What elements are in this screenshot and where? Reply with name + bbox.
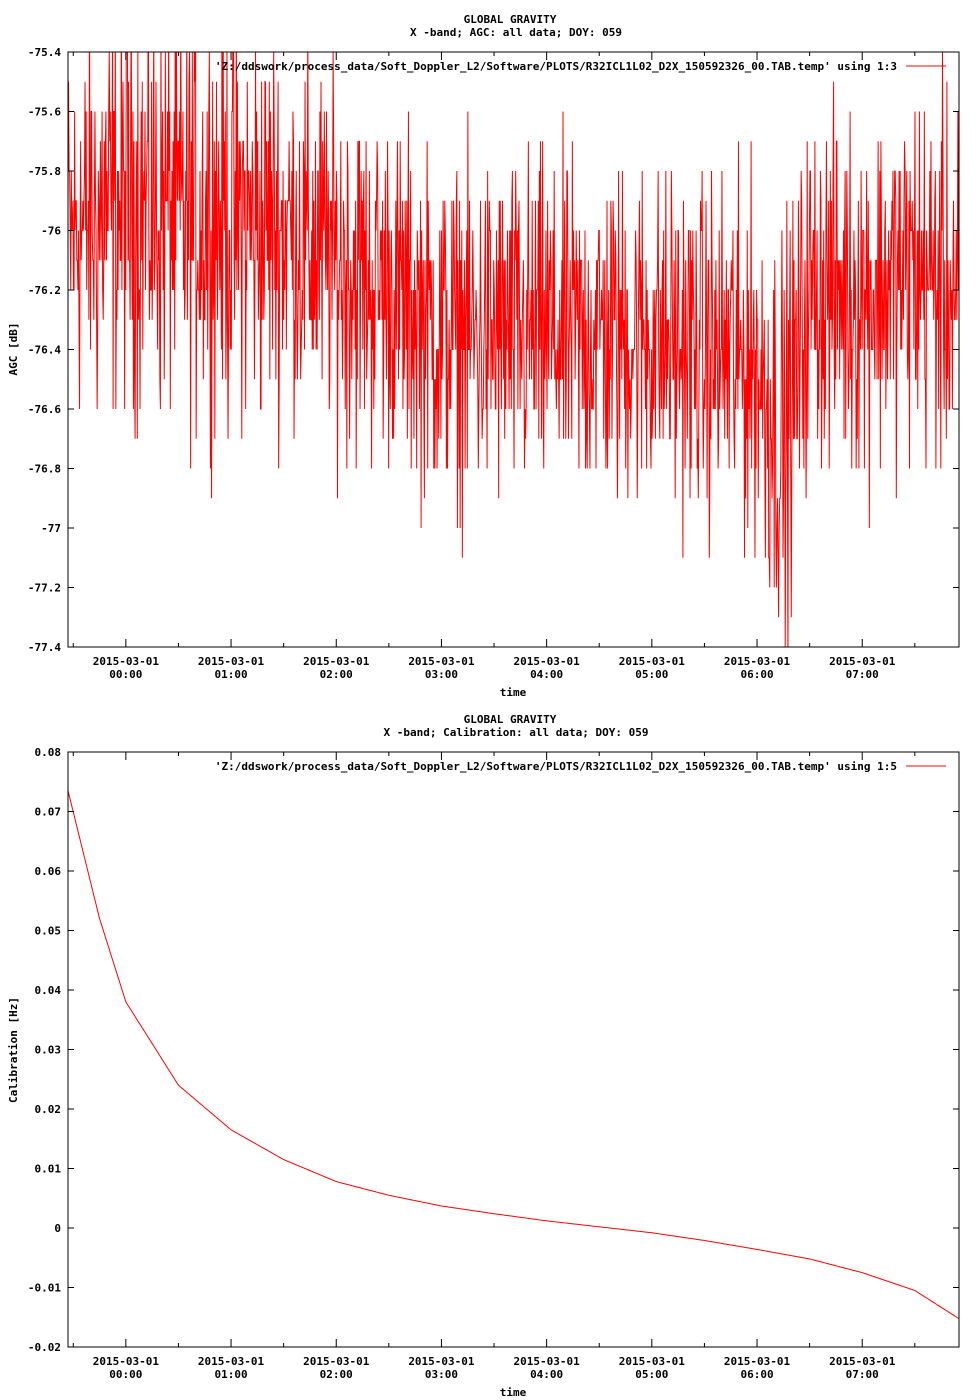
calibration-ytick-label: 0.05 <box>35 925 62 938</box>
agc-ytick-label: -76 <box>41 225 61 238</box>
agc-xtick-time: 03:00 <box>425 668 458 681</box>
agc-ytick-label: -76.4 <box>28 344 61 357</box>
calibration-ytick-label: 0.08 <box>35 746 62 759</box>
calibration-xtick-time: 01:00 <box>214 1368 247 1381</box>
calibration-x-axis: 2015-03-0100:002015-03-0101:002015-03-01… <box>72 752 916 1381</box>
calibration-xtick-time: 00:00 <box>109 1368 142 1381</box>
calibration-xtick-time: 06:00 <box>740 1368 773 1381</box>
calibration-xtick-date: 2015-03-01 <box>619 1355 686 1368</box>
agc-ytick-label: -76.8 <box>28 463 61 476</box>
calibration-xtick-date: 2015-03-01 <box>829 1355 896 1368</box>
calibration-xtick-date: 2015-03-01 <box>198 1355 265 1368</box>
calibration-chart-subtitle: X -band; Calibration: all data; DOY: 059 <box>384 726 649 739</box>
agc-chart-subtitle: X -band; AGC: all data; DOY: 059 <box>410 26 622 39</box>
calibration-series-path <box>68 790 959 1319</box>
agc-y-axis-label: AGC [dB] <box>7 323 20 376</box>
agc-ytick-label: -76.6 <box>28 403 61 416</box>
calibration-chart: GLOBAL GRAVITY X -band; Calibration: all… <box>7 713 960 1399</box>
agc-chart: GLOBAL GRAVITY X -band; AGC: all data; D… <box>7 13 960 699</box>
agc-y-axis: -75.4 -75.6 -75.8 -76 -76.2 -76.4 -76.6 -76.8 -7… <box>28 46 959 654</box>
agc-xtick-date: 2015-03-01 <box>408 655 475 668</box>
agc-ytick-label: -75.4 <box>28 46 61 59</box>
calibration-xtick-date: 2015-03-01 <box>93 1355 160 1368</box>
agc-xtick-time: 02:00 <box>320 668 353 681</box>
agc-xtick-date: 2015-03-01 <box>829 655 896 668</box>
agc-xtick-time: 00:00 <box>109 668 142 681</box>
calibration-x-axis-label: time <box>500 1386 527 1399</box>
calibration-xtick-date: 2015-03-01 <box>303 1355 370 1368</box>
agc-xtick-time: 01:00 <box>214 668 247 681</box>
calibration-legend-label: 'Z:/ddswork/process_data/Soft_Doppler_L2… <box>215 760 897 773</box>
agc-legend-label: 'Z:/ddswork/process_data/Soft_Doppler_L2… <box>215 60 897 73</box>
agc-xtick-date: 2015-03-01 <box>514 655 581 668</box>
agc-xtick-date: 2015-03-01 <box>303 655 370 668</box>
calibration-xtick-date: 2015-03-01 <box>514 1355 581 1368</box>
calibration-ytick-label: 0.06 <box>35 865 62 878</box>
agc-series-line <box>68 52 959 647</box>
calibration-ytick-label: -0.02 <box>28 1341 61 1354</box>
agc-xtick-date: 2015-03-01 <box>619 655 686 668</box>
calibration-xtick-date: 2015-03-01 <box>724 1355 791 1368</box>
calibration-y-axis: 0.08 0.07 0.06 0.05 0.04 0.03 0.02 0.01 0 -0.01 -0… <box>28 746 959 1354</box>
calibration-legend: 'Z:/ddswork/process_data/Soft_Doppler_L2… <box>215 760 946 773</box>
calibration-y-axis-label: Calibration [Hz] <box>7 997 20 1103</box>
agc-ytick-label: -77.4 <box>28 641 61 654</box>
calibration-ytick-label: 0.04 <box>35 984 62 997</box>
calibration-ytick-label: 0.02 <box>35 1103 62 1116</box>
calibration-series-line <box>68 790 959 1319</box>
agc-xtick-time: 07:00 <box>846 668 879 681</box>
agc-xtick-date: 2015-03-01 <box>198 655 265 668</box>
agc-legend: 'Z:/ddswork/process_data/Soft_Doppler_L2… <box>215 60 946 73</box>
agc-series-path <box>68 52 959 647</box>
calibration-chart-title: GLOBAL GRAVITY <box>464 713 557 726</box>
calibration-ytick-label: -0.01 <box>28 1282 61 1295</box>
calibration-ytick-label: 0.03 <box>35 1044 62 1057</box>
agc-chart-title: GLOBAL GRAVITY <box>464 13 557 26</box>
agc-xtick-time: 06:00 <box>740 668 773 681</box>
calibration-xtick-time: 07:00 <box>846 1368 879 1381</box>
agc-ytick-label: -76.2 <box>28 284 61 297</box>
agc-xtick-time: 04:00 <box>530 668 563 681</box>
calibration-xtick-time: 04:00 <box>530 1368 563 1381</box>
agc-ytick-label: -77 <box>41 522 61 535</box>
agc-ytick-label: -77.2 <box>28 582 61 595</box>
calibration-ytick-label: 0.01 <box>35 1163 62 1176</box>
calibration-xtick-time: 05:00 <box>635 1368 668 1381</box>
agc-xtick-date: 2015-03-01 <box>93 655 160 668</box>
agc-ytick-label: -75.8 <box>28 165 61 178</box>
calibration-ytick-label: 0.07 <box>35 806 62 819</box>
calibration-xtick-date: 2015-03-01 <box>408 1355 475 1368</box>
calibration-xtick-time: 03:00 <box>425 1368 458 1381</box>
calibration-ytick-label: 0 <box>54 1222 61 1235</box>
agc-x-axis: 2015-03-0100:002015-03-0101:002015-03-01… <box>72 52 916 681</box>
calibration-xtick-time: 02:00 <box>320 1368 353 1381</box>
agc-x-axis-label: time <box>500 686 527 699</box>
agc-xtick-date: 2015-03-01 <box>724 655 791 668</box>
agc-ytick-label: -75.6 <box>28 106 61 119</box>
agc-xtick-time: 05:00 <box>635 668 668 681</box>
